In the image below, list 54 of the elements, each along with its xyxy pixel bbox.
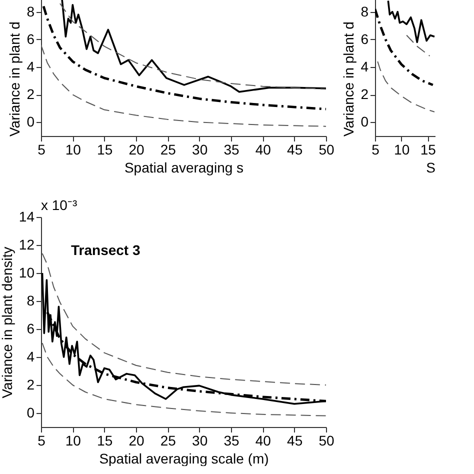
y-axis-title: Variance in plant d — [6, 22, 23, 136]
line-series — [42, 342, 326, 416]
text: x 10⁻³ — [41, 197, 78, 213]
y-tick-label: 0 — [360, 114, 369, 130]
x-tick-label: 5 — [38, 432, 46, 448]
x-tick-label: 35 — [224, 432, 240, 448]
x-tick-label: 10 — [394, 142, 410, 158]
y-axis-title: Variance in plant density — [0, 246, 15, 398]
y-tick-label: 8 — [26, 3, 35, 20]
x-tick-label: 20 — [128, 432, 144, 448]
x-tick-label: 50 — [318, 142, 334, 158]
x-tick-label: 5 — [38, 142, 46, 158]
y-tick-label: 14 — [18, 208, 35, 224]
x-tick-label: 15 — [97, 142, 113, 158]
x-tick-label: 15 — [97, 432, 113, 448]
x-tick-label: 25 — [160, 142, 176, 158]
x-tick-label: 5 — [372, 142, 380, 158]
line-series — [387, 0, 435, 44]
y-tick-label: 2 — [360, 86, 369, 102]
y-tick-label: 0 — [26, 114, 35, 130]
y-tick-label: 4 — [360, 58, 369, 74]
x-tick-label: 30 — [192, 142, 208, 158]
line-series — [41, 44, 326, 127]
x-tick-label: 45 — [287, 142, 303, 158]
x-axis-title: S — [426, 160, 436, 176]
x-tick-label: 10 — [65, 142, 82, 158]
line-series — [375, 8, 434, 86]
x-tick-label: 30 — [192, 432, 208, 448]
line-series — [377, 60, 435, 112]
y-tick-label: 4 — [26, 58, 35, 74]
x-tick-label: 25 — [160, 432, 176, 448]
y-tick-label: 8 — [26, 292, 35, 308]
y-tick-label: 8 — [360, 3, 369, 20]
y-tick-label: 0 — [26, 404, 35, 420]
y-axis-title: Variance in plant d — [340, 22, 357, 136]
x-axis-title: Spatial averaging s — [124, 160, 244, 176]
x-tick-label: 35 — [224, 142, 240, 158]
text: Transect 3 — [71, 242, 140, 258]
y-tick-label: 6 — [26, 320, 35, 336]
x-tick-label: 40 — [255, 142, 272, 158]
x-tick-label: 50 — [318, 432, 334, 448]
y-tick-label: 6 — [26, 30, 35, 47]
y-tick-label: 4 — [26, 348, 35, 364]
x-tick-label: 20 — [128, 142, 144, 158]
y-tick-label: 6 — [360, 30, 369, 47]
x-tick-label: 15 — [420, 142, 436, 158]
x-tick-label: 45 — [287, 432, 303, 448]
x-tick-label: 40 — [255, 432, 272, 448]
y-tick-label: 12 — [18, 236, 35, 252]
x-tick-label: 10 — [65, 432, 82, 448]
y-tick-label: 2 — [26, 86, 35, 102]
y-tick-label: 10 — [18, 264, 35, 280]
line-series — [42, 5, 326, 110]
y-tick-label: 2 — [26, 376, 35, 392]
